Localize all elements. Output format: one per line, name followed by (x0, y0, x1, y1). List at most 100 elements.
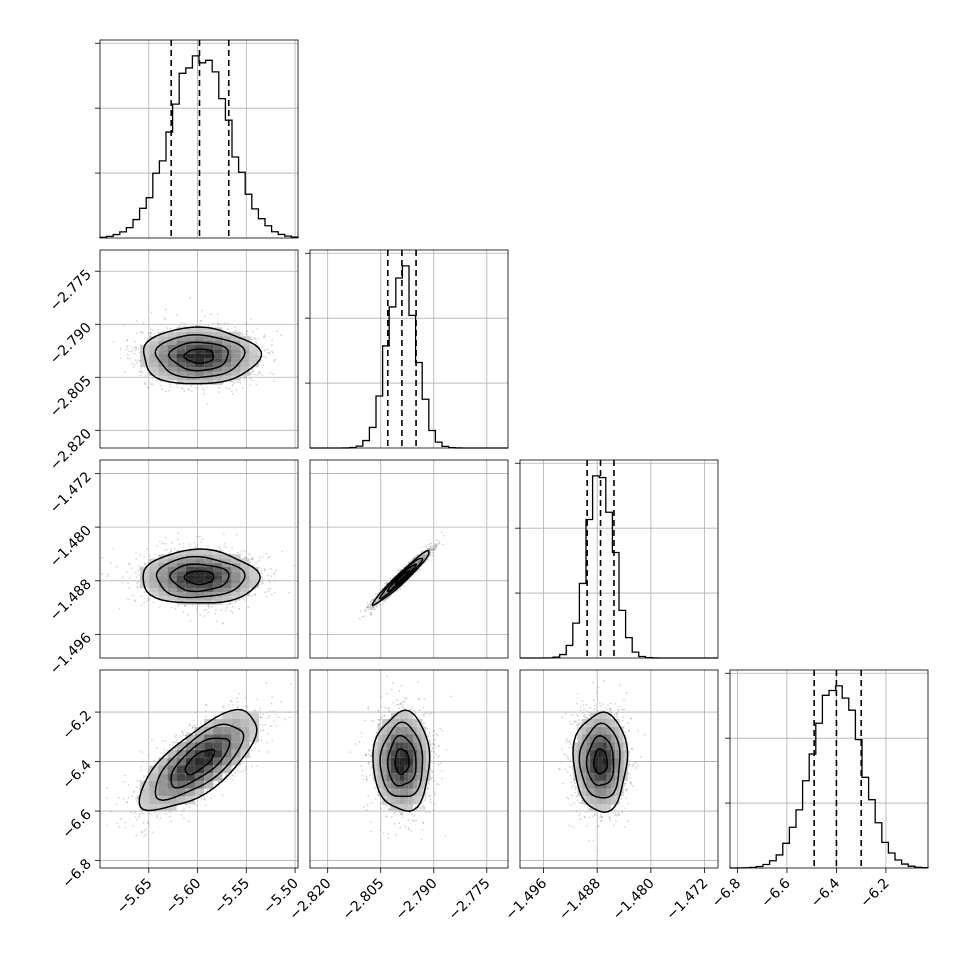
sample-point (269, 581, 271, 584)
sample-point (196, 535, 199, 538)
sample-point (182, 543, 185, 545)
density-cell (149, 340, 159, 345)
sample-point (235, 533, 238, 536)
sample-point (243, 376, 246, 378)
hist-step-line (520, 475, 718, 659)
sample-point (267, 348, 269, 351)
sample-point (428, 543, 431, 546)
density-cell (231, 349, 241, 354)
sample-point (170, 550, 173, 553)
sample-point (280, 334, 282, 337)
sample-point (264, 336, 266, 338)
sample-point (431, 551, 434, 554)
sample-point (151, 329, 154, 332)
density-cell (185, 567, 195, 572)
sample-point (270, 350, 273, 352)
sample-point (119, 357, 122, 360)
sample-point (249, 318, 252, 320)
hist-step-line (729, 685, 929, 869)
sample-point (256, 328, 259, 330)
sample-point (150, 383, 152, 386)
sample-point (147, 386, 150, 389)
sample-point (134, 340, 137, 343)
sample-point (253, 373, 256, 376)
sample-point (101, 557, 104, 559)
density-cell (231, 571, 241, 576)
sample-point (150, 311, 153, 314)
sample-point (142, 322, 145, 324)
sample-point (164, 542, 166, 545)
sample-point (218, 391, 220, 394)
density-cell (140, 579, 150, 584)
sample-point (229, 603, 232, 605)
sample-point (193, 546, 196, 549)
density-cell (185, 592, 195, 597)
sample-point (397, 589, 400, 591)
density-cell (194, 575, 204, 580)
sample-point (201, 538, 204, 540)
density-cell (167, 583, 177, 588)
sample-point (240, 549, 243, 552)
density-cell (194, 371, 204, 376)
sample-point (135, 558, 138, 560)
sample-point (241, 333, 243, 336)
sample-point (255, 342, 258, 345)
sample-point (146, 548, 148, 550)
sample-point (203, 392, 205, 395)
density-cell (222, 596, 232, 601)
sample-point (440, 531, 443, 534)
sample-point (184, 323, 187, 326)
sample-point (293, 564, 296, 567)
sample-point (265, 595, 268, 598)
sample-point (223, 532, 225, 535)
density-cell (194, 558, 204, 563)
sample-point (260, 569, 262, 572)
sample-point (214, 608, 217, 611)
sample-point (144, 381, 147, 384)
sample-point (258, 583, 261, 586)
sample-point (139, 374, 142, 377)
scatter-panel-2-1 (309, 459, 509, 659)
density-cell (194, 336, 204, 341)
sample-point (227, 322, 229, 324)
sample-point (229, 380, 232, 383)
sample-point (136, 320, 138, 322)
density-cell (149, 349, 159, 354)
sample-point (228, 388, 231, 390)
sample-point (118, 607, 121, 610)
density-cell (149, 358, 159, 363)
sample-point (178, 543, 181, 546)
sample-point (435, 539, 438, 541)
density-cell (158, 353, 168, 359)
sample-point (226, 387, 228, 389)
sample-point (128, 576, 131, 579)
sample-point (254, 338, 257, 340)
sample-point (241, 597, 243, 600)
sample-point (240, 332, 243, 334)
sample-point (269, 555, 271, 558)
sample-point (169, 327, 172, 330)
sample-point (288, 592, 291, 594)
sample-point (150, 331, 153, 334)
sample-point (254, 593, 257, 596)
density-cell (185, 345, 195, 350)
density-cell (167, 331, 177, 337)
sample-point (180, 386, 183, 389)
sample-point (148, 598, 151, 601)
sample-point (132, 366, 135, 369)
sample-point (360, 610, 362, 613)
sample-point (274, 580, 276, 582)
sample-point (188, 389, 191, 392)
sample-point (196, 546, 199, 549)
sample-point (255, 383, 258, 386)
sample-point (135, 551, 137, 554)
hist-step-line (99, 55, 299, 238)
sample-point (217, 324, 220, 326)
sample-point (240, 377, 243, 379)
density-cell (240, 362, 250, 368)
density-cell (185, 336, 195, 341)
sample-point (127, 598, 130, 601)
sample-point (135, 332, 138, 335)
sample-point (392, 575, 395, 577)
density-cell (213, 554, 223, 559)
